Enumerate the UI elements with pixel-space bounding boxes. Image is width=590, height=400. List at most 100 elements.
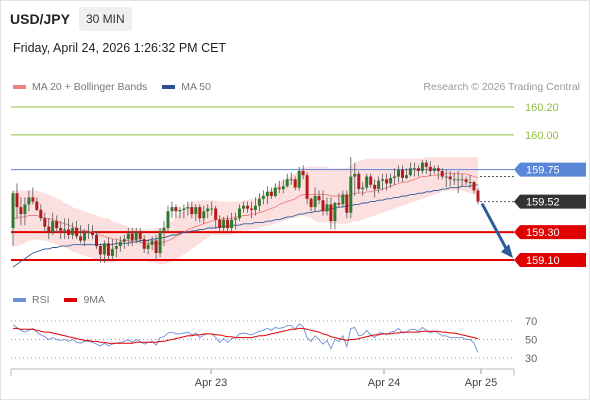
candle	[416, 165, 420, 177]
candle-body	[448, 176, 452, 180]
legend-rsi-label: RSI	[32, 294, 50, 306]
candle-body	[377, 180, 381, 189]
x-tick-label: Apr 24	[368, 377, 400, 389]
candle-body	[297, 171, 301, 188]
candle	[460, 173, 464, 187]
legend-rsi: RSI	[13, 294, 50, 306]
legend-ma20-label: MA 20 + Bollinger Bands	[32, 81, 148, 93]
candle-body	[138, 232, 142, 240]
candle	[277, 180, 281, 194]
candle-body	[122, 239, 126, 242]
candle	[353, 162, 357, 197]
candle	[289, 172, 293, 185]
candle-body	[416, 168, 420, 171]
candle-body	[397, 169, 400, 177]
candle-body	[130, 233, 134, 241]
candle	[146, 239, 150, 255]
candle	[333, 201, 337, 230]
candle	[325, 197, 329, 216]
candle-body	[154, 240, 158, 253]
candle-body	[174, 207, 178, 212]
candle	[444, 169, 448, 188]
candle-body	[210, 208, 214, 210]
candle	[95, 230, 98, 249]
x-tick-label: Apr 25	[465, 377, 497, 389]
candle	[158, 228, 162, 258]
interval-selector[interactable]: 30 MIN	[79, 7, 132, 31]
candle-body	[273, 187, 277, 196]
candle-body	[146, 244, 150, 249]
ma20-line	[13, 173, 479, 244]
candle	[381, 173, 385, 191]
candle	[106, 237, 110, 260]
candle-body	[265, 191, 269, 196]
candle-body	[257, 198, 261, 206]
level-tag-bg-159.75	[514, 162, 586, 177]
candle-body	[333, 203, 337, 222]
candle	[186, 201, 190, 216]
candle	[154, 234, 158, 260]
candle	[126, 228, 130, 247]
level-label-159.52: 159.52	[526, 197, 560, 209]
candle-body	[106, 243, 110, 256]
candle-body	[55, 221, 59, 229]
candle	[218, 215, 222, 233]
candle-body	[472, 182, 476, 191]
level-tag-159.75: 159.75	[514, 162, 586, 177]
candle-body	[234, 218, 238, 220]
candle	[75, 221, 79, 240]
candle	[130, 228, 134, 247]
candle-body	[436, 168, 440, 171]
candle	[138, 228, 142, 244]
candle	[206, 204, 210, 219]
candle-body	[75, 228, 79, 237]
legend-ma50: MA 50	[162, 81, 211, 93]
candle-body	[118, 241, 122, 247]
candle-body	[91, 232, 94, 235]
candle	[230, 212, 234, 233]
candle	[476, 187, 480, 205]
candle-body	[349, 176, 353, 213]
candle	[377, 176, 381, 194]
candle	[55, 215, 59, 233]
candle	[67, 218, 71, 240]
candle	[468, 175, 472, 188]
rsi-tick-50: 50	[525, 335, 537, 347]
candle	[31, 187, 35, 205]
candle-body	[67, 229, 71, 235]
candle-body	[142, 239, 146, 249]
candle	[309, 197, 313, 212]
candle	[250, 201, 253, 219]
level-tag-bg-159.30	[514, 225, 586, 240]
price-legend: MA 20 + Bollinger Bands MA 50	[13, 81, 223, 93]
legend-rsi-ma: 9MA	[64, 294, 105, 306]
candle-body	[341, 194, 345, 205]
candle	[35, 197, 39, 212]
candle-body	[158, 230, 162, 254]
candle	[174, 204, 178, 219]
candle	[190, 201, 194, 219]
rsi-line	[12, 323, 479, 353]
legend-rsi-ma-label: 9MA	[83, 294, 106, 306]
candle-body	[51, 221, 55, 233]
candle-body	[261, 196, 265, 199]
candle-body	[202, 211, 206, 219]
candle	[198, 204, 202, 223]
candle-body	[408, 168, 412, 176]
candle	[27, 190, 31, 212]
level-tag-159.52: 159.52	[514, 194, 586, 209]
candle-body	[269, 191, 273, 196]
candle-body	[456, 179, 460, 181]
candle	[397, 165, 400, 183]
candle	[87, 223, 90, 240]
candles	[11, 157, 480, 263]
candle-body	[126, 233, 130, 240]
candle-body	[440, 171, 444, 177]
candle-body	[182, 208, 186, 210]
candle-body	[83, 232, 86, 241]
candle-body	[206, 208, 210, 212]
candle-body	[285, 179, 289, 187]
candle-body	[110, 248, 114, 256]
candle	[182, 204, 186, 219]
